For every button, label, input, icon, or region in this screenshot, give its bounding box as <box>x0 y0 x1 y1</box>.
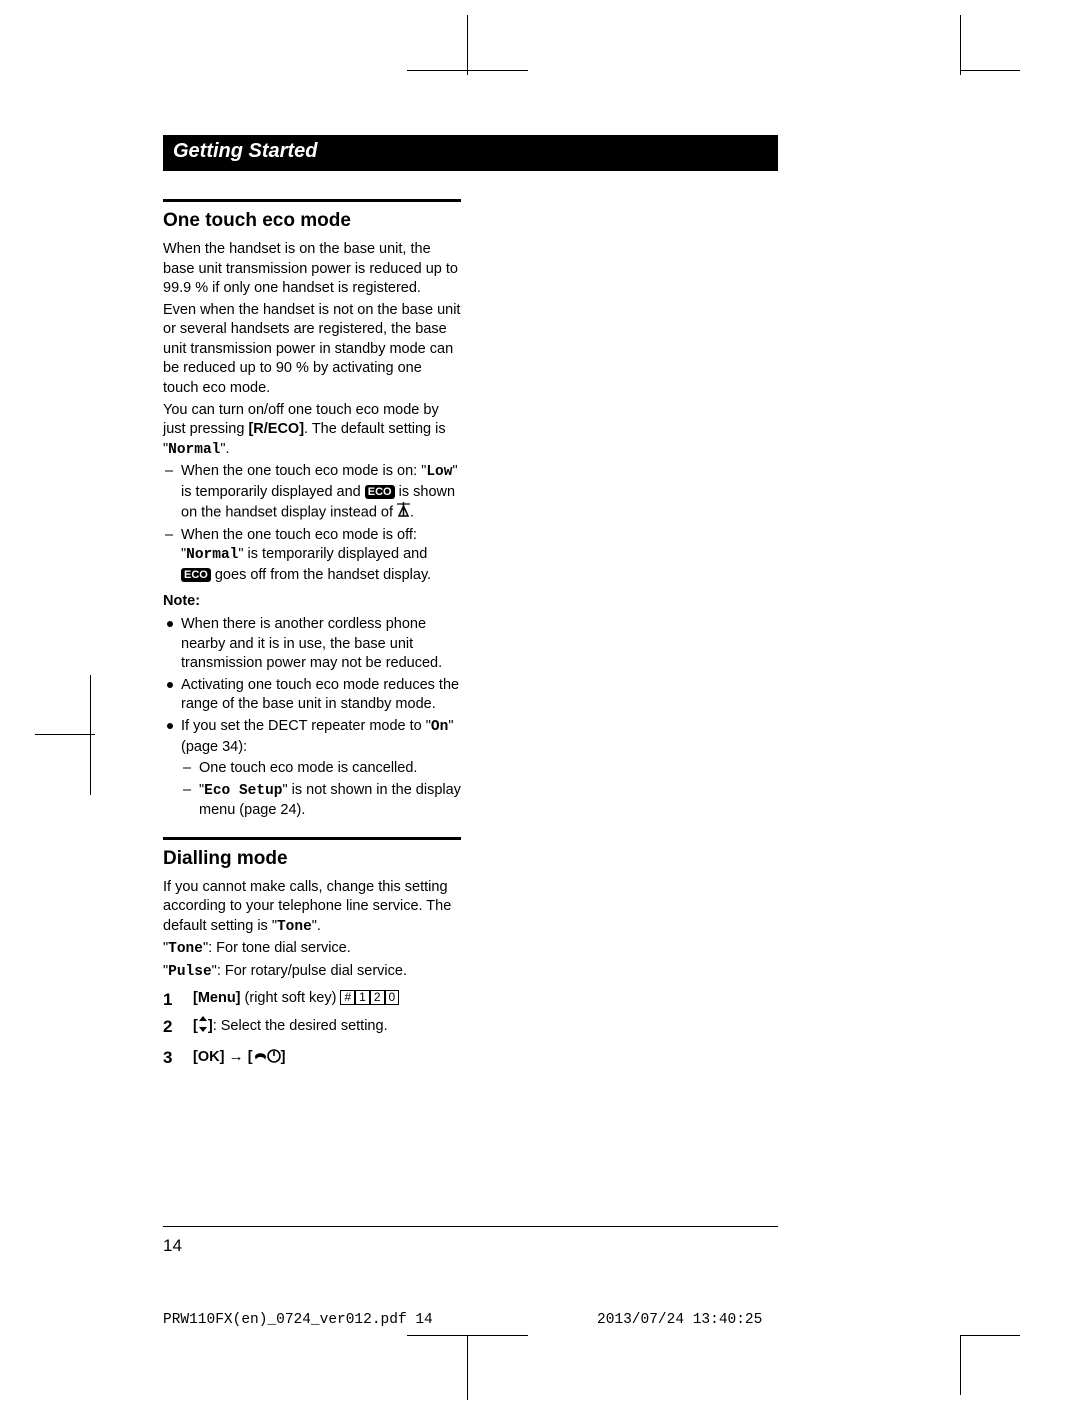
key-label: [R/ECO] <box>248 421 304 437</box>
key-hash: # <box>340 990 355 1006</box>
eco-on-off-list: When the one touch eco mode is on: "Low "… <box>163 462 461 585</box>
text-run: : Select the desired setting. <box>213 1018 388 1034</box>
list-item: "Eco Setup" is not shown in the display … <box>181 781 461 821</box>
eco-title: One touch eco mode <box>163 210 461 232</box>
note-list: When there is another cordless phone nea… <box>163 615 461 821</box>
crop-mark <box>90 675 91 735</box>
text-run: . <box>410 505 414 521</box>
step-2: 2 []: Select the desired setting. <box>163 1016 461 1039</box>
page-number: 14 <box>163 1236 182 1256</box>
arrow-icon: → <box>224 1048 247 1065</box>
text-run: If you set the DECT repeater mode to " <box>181 718 431 734</box>
phone-off-icon <box>253 1048 281 1071</box>
eco-icon: ECO <box>365 485 395 499</box>
divider <box>163 199 461 202</box>
crop-mark <box>468 1335 528 1336</box>
text-run: (right soft key) <box>241 990 341 1006</box>
list-item: One touch eco mode is cancelled. <box>181 759 461 779</box>
key-label: [Menu] <box>193 990 241 1006</box>
up-down-icon <box>198 1016 208 1039</box>
text-run: When the one touch eco mode is on: " <box>181 463 426 479</box>
dial-p2: "Tone": For tone dial service. <box>163 939 461 960</box>
steps-list: 1 [Menu] (right soft key) #120 2 []: Sel… <box>163 989 461 1071</box>
note-label: Note: <box>163 592 461 612</box>
key-label: [OK] <box>193 1049 224 1065</box>
page-content: Getting Started One touch eco mode When … <box>163 135 778 1078</box>
crop-mark <box>960 1335 961 1395</box>
mono-text: Tone <box>168 941 203 957</box>
mono-text: Normal <box>186 547 238 563</box>
mono-text: Pulse <box>168 964 212 980</box>
key-0: 0 <box>385 990 400 1006</box>
key-2: 2 <box>370 990 385 1006</box>
list-item: When the one touch eco mode is off: "Nor… <box>163 526 461 586</box>
footer-timestamp: 2013/07/24 13:40:25 <box>597 1312 762 1328</box>
crop-mark <box>407 1335 467 1336</box>
list-item: If you set the DECT repeater mode to "On… <box>163 717 461 821</box>
footer-rule <box>163 1226 778 1227</box>
crop-mark <box>467 15 468 75</box>
crop-mark <box>960 70 1020 71</box>
mono-text: Low <box>426 464 452 480</box>
text-run: " is temporarily displayed and <box>238 546 427 562</box>
left-column: One touch eco mode When the handset is o… <box>163 171 461 1070</box>
mono-text: Tone <box>277 919 312 935</box>
dial-p3: "Pulse": For rotary/pulse dial service. <box>163 962 461 983</box>
eco-body: When the handset is on the base unit, th… <box>163 240 461 821</box>
crop-mark <box>467 1335 468 1400</box>
step-1: 1 [Menu] (right soft key) #120 <box>163 989 461 1009</box>
sub-list: One touch eco mode is cancelled. "Eco Se… <box>181 759 461 821</box>
mono-text: Eco Setup <box>204 783 282 799</box>
text-run: ": For rotary/pulse dial service. <box>212 963 407 979</box>
divider <box>163 837 461 840</box>
dial-p1: If you cannot make calls, change this se… <box>163 878 461 938</box>
text-run: ": For tone dial service. <box>203 940 351 956</box>
text-run: goes off from the handset display. <box>211 567 431 583</box>
eco-p3: You can turn on/off one touch eco mode b… <box>163 401 461 461</box>
crop-mark <box>960 15 961 75</box>
bracket-close: ] <box>281 1049 286 1065</box>
mono-text: On <box>431 719 448 735</box>
step-3: 3 [OK] → [] <box>163 1047 461 1071</box>
text-run: ". <box>312 918 321 934</box>
crop-mark <box>90 735 91 795</box>
eco-icon: ECO <box>181 568 211 582</box>
key-1: 1 <box>355 990 370 1006</box>
eco-p2: Even when the handset is not on the base… <box>163 301 461 399</box>
footer-filename: PRW110FX(en)_0724_ver012.pdf 14 <box>163 1312 433 1328</box>
section-header: Getting Started <box>163 135 778 171</box>
list-item: Activating one touch eco mode reduces th… <box>163 676 461 715</box>
list-item: When there is another cordless phone nea… <box>163 615 461 674</box>
crop-mark <box>960 1335 1020 1336</box>
list-item: When the one touch eco mode is on: "Low"… <box>163 462 461 524</box>
dial-body: If you cannot make calls, change this se… <box>163 878 461 1071</box>
crop-mark <box>35 734 95 735</box>
eco-p1: When the handset is on the base unit, th… <box>163 240 461 299</box>
crop-mark <box>468 70 528 71</box>
crop-mark <box>407 70 467 71</box>
dial-title: Dialling mode <box>163 848 461 870</box>
text-run: ". <box>220 441 229 457</box>
mono-text: Normal <box>168 442 220 458</box>
antenna-icon <box>397 502 410 524</box>
